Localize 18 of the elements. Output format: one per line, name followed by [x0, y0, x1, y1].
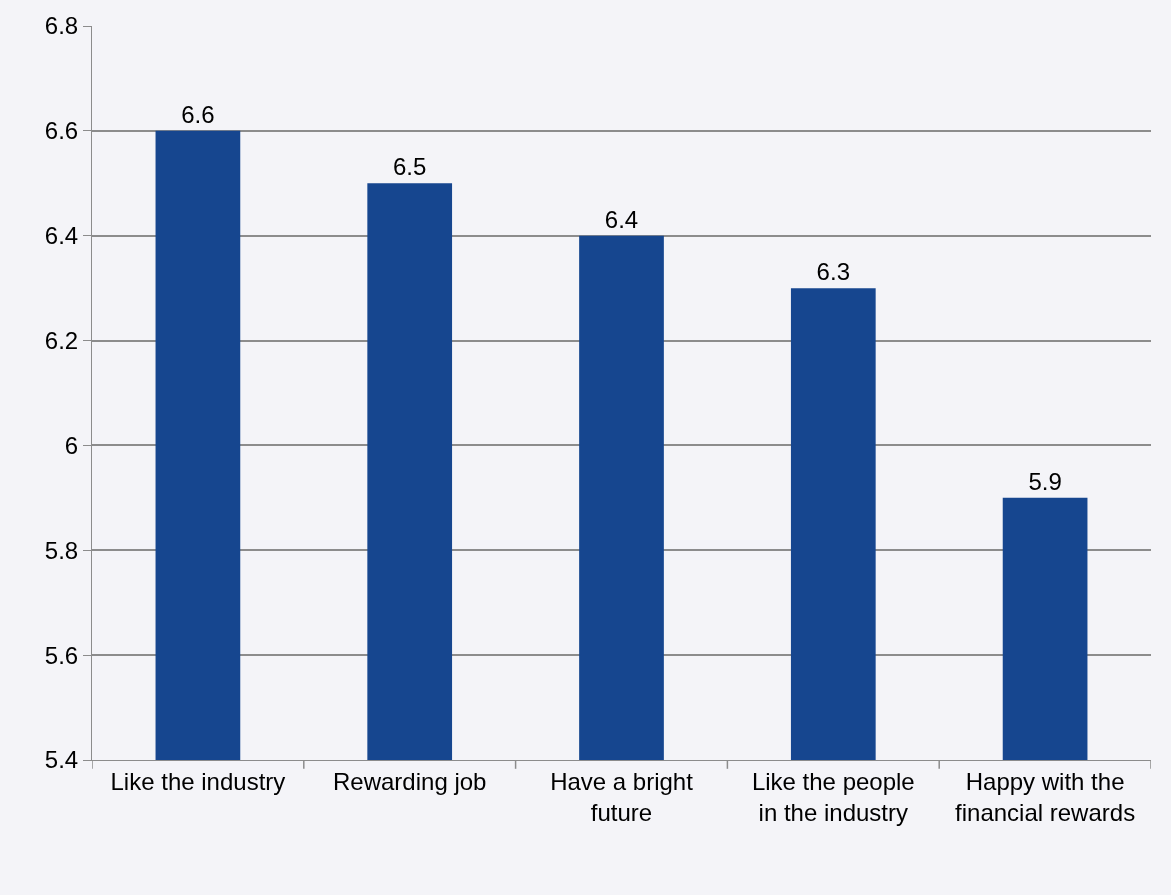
- data-label: 6.4: [604, 205, 639, 233]
- y-tick-label: 6.2: [44, 326, 79, 354]
- data-label: 5.9: [1028, 467, 1062, 495]
- x-tick-label: Happy with the financial rewards: [955, 767, 1136, 826]
- y-tick-label: 5.8: [44, 536, 79, 564]
- x-tick-label: Rewarding job: [332, 767, 487, 795]
- x-tick-label: Have a bright future: [550, 767, 694, 826]
- y-tick-label: 6.8: [44, 12, 79, 40]
- data-label: 6.5: [393, 153, 427, 181]
- y-tick-label: 6.6: [44, 117, 79, 145]
- data-label: 6.6: [181, 100, 215, 128]
- x-tick-label: Like the people in the industry: [751, 767, 915, 826]
- x-tick-label: Like the industry: [110, 767, 286, 795]
- data-label: 6.3: [816, 258, 850, 286]
- y-tick-label: 6: [64, 431, 79, 459]
- y-tick-label: 6.4: [44, 222, 79, 250]
- y-tick-label: 5.4: [44, 746, 79, 774]
- y-tick-label: 5.6: [44, 641, 79, 669]
